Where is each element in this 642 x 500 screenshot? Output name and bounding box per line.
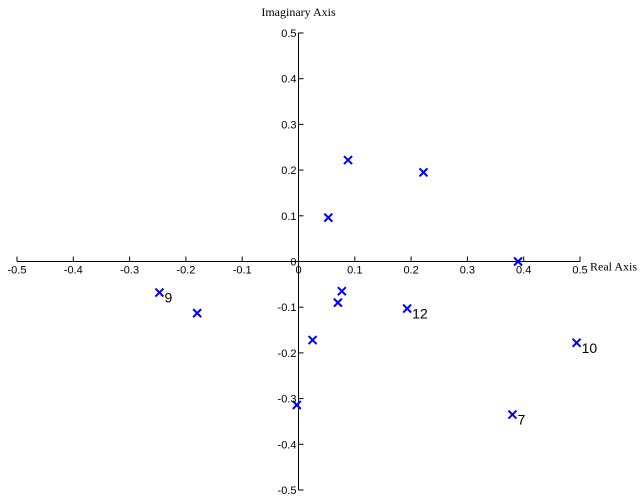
x-tick-label: 0.4 (516, 265, 531, 277)
point-label: 10 (582, 340, 598, 356)
y-tick-label: 0 (290, 257, 296, 269)
x-marker (154, 287, 165, 298)
x-tick-label: 0.3 (460, 265, 475, 277)
y-tick-label: 0.4 (281, 74, 296, 86)
x-marker (307, 335, 318, 345)
y-tick-label: 0.3 (281, 119, 296, 131)
point-labels: 9 12 10 7 (164, 290, 597, 428)
x-marker (402, 303, 412, 314)
x-axis-ticks: -0.5 -0.4 -0.3 -0.2 -0.1 0 0.1 0.2 0.3 0.4 0.5 (8, 256, 588, 277)
x-marker (323, 212, 334, 223)
x-tick-label: 0.1 (347, 265, 362, 277)
y-tick-label: -0.2 (278, 348, 297, 360)
data-markers (154, 155, 582, 420)
y-axis-ticks: -0.5 -0.4 -0.3 -0.2 -0.1 0 0.1 0.2 0.3 0.4 0.5 (278, 28, 304, 497)
y-tick-label: -0.5 (278, 485, 297, 497)
x-marker (513, 256, 523, 267)
y-tick-label: 0.1 (281, 211, 296, 223)
point-label: 7 (517, 412, 525, 428)
x-marker (418, 167, 429, 178)
y-tick-label: -0.3 (278, 394, 297, 406)
y-tick-label: 0.5 (281, 28, 296, 40)
x-tick-label: 0.5 (572, 265, 587, 277)
x-tick-label: -0.3 (120, 265, 139, 277)
x-tick-label: -0.1 (233, 265, 252, 277)
x-marker (333, 297, 343, 308)
x-marker (337, 286, 347, 296)
x-marker (507, 409, 518, 420)
x-tick-label: -0.2 (176, 265, 195, 277)
x-marker (343, 155, 353, 165)
y-tick-label: -0.1 (278, 302, 297, 314)
y-tick-label: 0.2 (281, 165, 296, 177)
x-tick-label: 0.2 (403, 265, 418, 277)
x-tick-label: -0.5 (8, 265, 27, 277)
y-axis-title: Imaginary Axis (261, 5, 336, 19)
x-marker (571, 338, 582, 348)
point-label: 12 (412, 306, 428, 322)
x-tick-label: -0.4 (64, 265, 83, 277)
y-tick-label: -0.4 (278, 439, 297, 451)
x-tick-label: 0 (295, 265, 301, 277)
x-marker (192, 308, 202, 318)
x-marker (292, 400, 302, 410)
point-label: 9 (164, 290, 172, 306)
x-axis-title: Real Axis (590, 260, 637, 274)
